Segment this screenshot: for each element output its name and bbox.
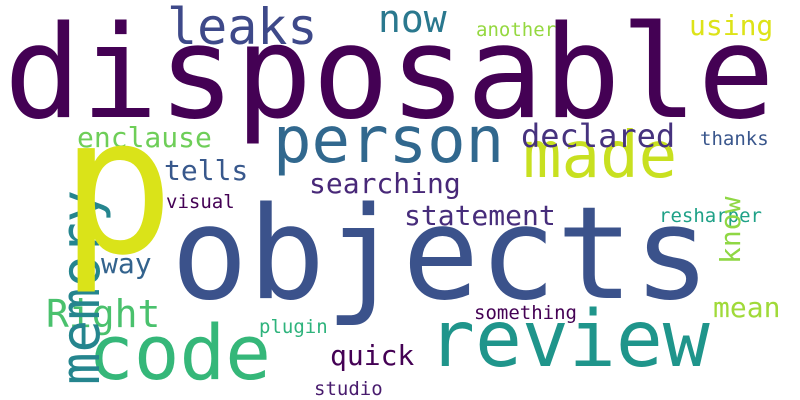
word-studio: studio [314,380,383,399]
word-person: person [273,109,504,173]
word-p: p [60,92,174,282]
word-know: know [717,197,745,264]
word-review: review [428,301,710,379]
word-leaks: leaks [167,2,318,52]
word-using: using [689,12,773,40]
word-mean: mean [713,294,780,322]
word-declared: declared [521,120,675,152]
word-another: another [476,21,556,40]
word-code: code [88,315,271,391]
word-now: now [378,0,447,38]
word-quick: quick [330,342,414,370]
word-thanks: thanks [700,130,769,149]
